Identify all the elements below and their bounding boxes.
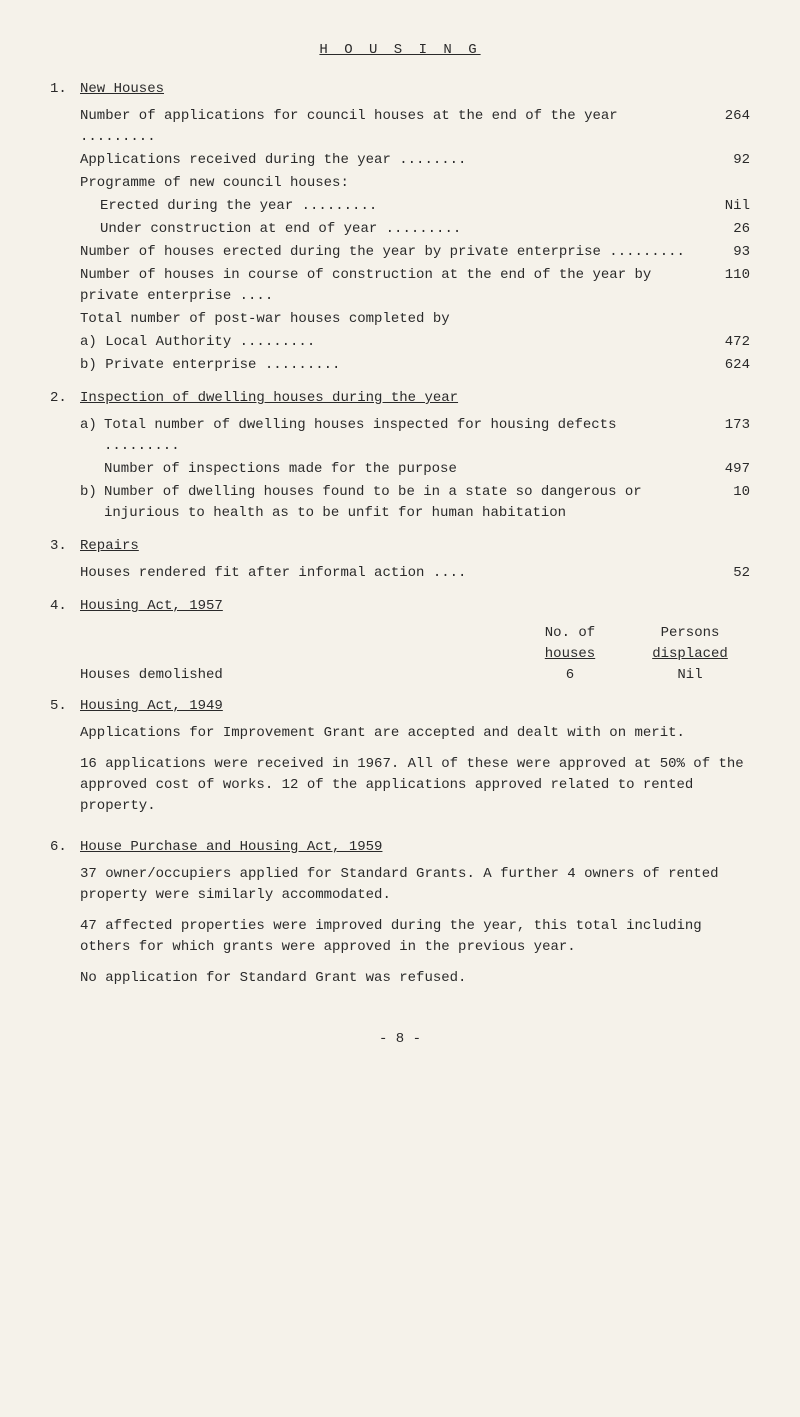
header-line1: Persons <box>661 625 720 641</box>
data-row: Number of applications for council house… <box>80 106 750 148</box>
data-row: Number of houses in course of constructi… <box>80 265 750 307</box>
section-content: Housing Act, 1949 Applications for Impro… <box>80 696 750 827</box>
row-label: Number of dwelling houses found to be in… <box>104 482 710 524</box>
data-row: Erected during the year ......... Nil <box>80 196 750 217</box>
section-number: 2. <box>50 388 80 526</box>
table-col3-header: Persons displaced <box>630 623 750 665</box>
paragraph: No application for Standard Grant was re… <box>80 968 750 989</box>
section-content: Repairs Houses rendered fit after inform… <box>80 536 750 586</box>
row-value: 472 <box>710 332 750 353</box>
row-value: 110 <box>710 265 750 307</box>
section-heading: Repairs <box>80 536 750 557</box>
row-value <box>710 173 750 194</box>
section-6: 6. House Purchase and Housing Act, 1959 … <box>50 837 750 999</box>
section-content: Inspection of dwelling houses during the… <box>80 388 750 526</box>
section-heading: Inspection of dwelling houses during the… <box>80 388 750 409</box>
section-content: New Houses Number of applications for co… <box>80 79 750 378</box>
table-col2-header: No. of houses <box>510 623 630 665</box>
data-row: Number of inspections made for the purpo… <box>104 459 750 480</box>
sub-body: Number of dwelling houses found to be in… <box>104 482 750 526</box>
section-heading: New Houses <box>80 79 750 100</box>
section-content: Housing Act, 1957 No. of houses Persons … <box>80 596 750 686</box>
section-3: 3. Repairs Houses rendered fit after inf… <box>50 536 750 586</box>
row-label: Houses rendered fit after informal actio… <box>80 563 710 584</box>
row-label: Under construction at end of year ......… <box>100 219 710 240</box>
data-row: Number of houses erected during the year… <box>80 242 750 263</box>
row-value: Nil <box>710 196 750 217</box>
data-row: Total number of dwelling houses inspecte… <box>104 415 750 457</box>
data-row: Houses rendered fit after informal actio… <box>80 563 750 584</box>
section-heading: Housing Act, 1949 <box>80 696 750 717</box>
section-number: 3. <box>50 536 80 586</box>
table-col1 <box>80 623 510 665</box>
row-label: Number of inspections made for the purpo… <box>104 459 710 480</box>
row-label: Applications received during the year ..… <box>80 150 710 171</box>
section-number: 1. <box>50 79 80 378</box>
row-value: 52 <box>710 563 750 584</box>
row-value: 92 <box>710 150 750 171</box>
section-1: 1. New Houses Number of applications for… <box>50 79 750 378</box>
sub-letter: b) <box>80 482 104 526</box>
data-row: Number of dwelling houses found to be in… <box>104 482 750 524</box>
row-value: 173 <box>710 415 750 457</box>
data-row: Under construction at end of year ......… <box>80 219 750 240</box>
section-heading: Housing Act, 1957 <box>80 596 750 617</box>
table-row: Houses demolished 6 Nil <box>80 665 750 686</box>
data-row: Programme of new council houses: <box>80 173 750 194</box>
row-label: b) Private enterprise ......... <box>80 355 710 376</box>
row-label: Programme of new council houses: <box>80 173 710 194</box>
row-value: 497 <box>710 459 750 480</box>
row-value: 26 <box>710 219 750 240</box>
data-row: Total number of post-war houses complete… <box>80 309 750 330</box>
subsection-a: a) Total number of dwelling houses inspe… <box>80 415 750 482</box>
row-label: Total number of post-war houses complete… <box>80 309 710 330</box>
page-number: - 8 - <box>50 1029 750 1050</box>
page-title: H O U S I N G <box>50 40 750 61</box>
row-label: Number of houses in course of constructi… <box>80 265 710 307</box>
header-line2: houses <box>545 646 595 662</box>
header-line2: displaced <box>652 646 728 662</box>
row-value: 93 <box>710 242 750 263</box>
section-heading: House Purchase and Housing Act, 1959 <box>80 837 750 858</box>
table-cell: 6 <box>510 665 630 686</box>
table-cell: Nil <box>630 665 750 686</box>
section-content: House Purchase and Housing Act, 1959 37 … <box>80 837 750 999</box>
section-5: 5. Housing Act, 1949 Applications for Im… <box>50 696 750 827</box>
section-number: 5. <box>50 696 80 827</box>
paragraph: 37 owner/occupiers applied for Standard … <box>80 864 750 906</box>
row-label: Number of applications for council house… <box>80 106 710 148</box>
paragraph: 47 affected properties were improved dur… <box>80 916 750 958</box>
section-2: 2. Inspection of dwelling houses during … <box>50 388 750 526</box>
row-value: 264 <box>710 106 750 148</box>
row-label: a) Local Authority ......... <box>80 332 710 353</box>
row-label: Erected during the year ......... <box>100 196 710 217</box>
row-value: 624 <box>710 355 750 376</box>
data-row: b) Private enterprise ......... 624 <box>80 355 750 376</box>
subsection-b: b) Number of dwelling houses found to be… <box>80 482 750 526</box>
section-number: 6. <box>50 837 80 999</box>
table-cell: Houses demolished <box>80 665 510 686</box>
paragraph: 16 applications were received in 1967. A… <box>80 754 750 817</box>
row-label: Total number of dwelling houses inspecte… <box>104 415 710 457</box>
row-value <box>710 309 750 330</box>
row-label: Number of houses erected during the year… <box>80 242 710 263</box>
table-header: No. of houses Persons displaced <box>80 623 750 665</box>
row-value: 10 <box>710 482 750 524</box>
paragraph: Applications for Improvement Grant are a… <box>80 723 750 744</box>
section-4: 4. Housing Act, 1957 No. of houses Perso… <box>50 596 750 686</box>
data-row: Applications received during the year ..… <box>80 150 750 171</box>
section-number: 4. <box>50 596 80 686</box>
sub-letter: a) <box>80 415 104 482</box>
sub-body: Total number of dwelling houses inspecte… <box>104 415 750 482</box>
header-line1: No. of <box>545 625 595 641</box>
data-row: a) Local Authority ......... 472 <box>80 332 750 353</box>
